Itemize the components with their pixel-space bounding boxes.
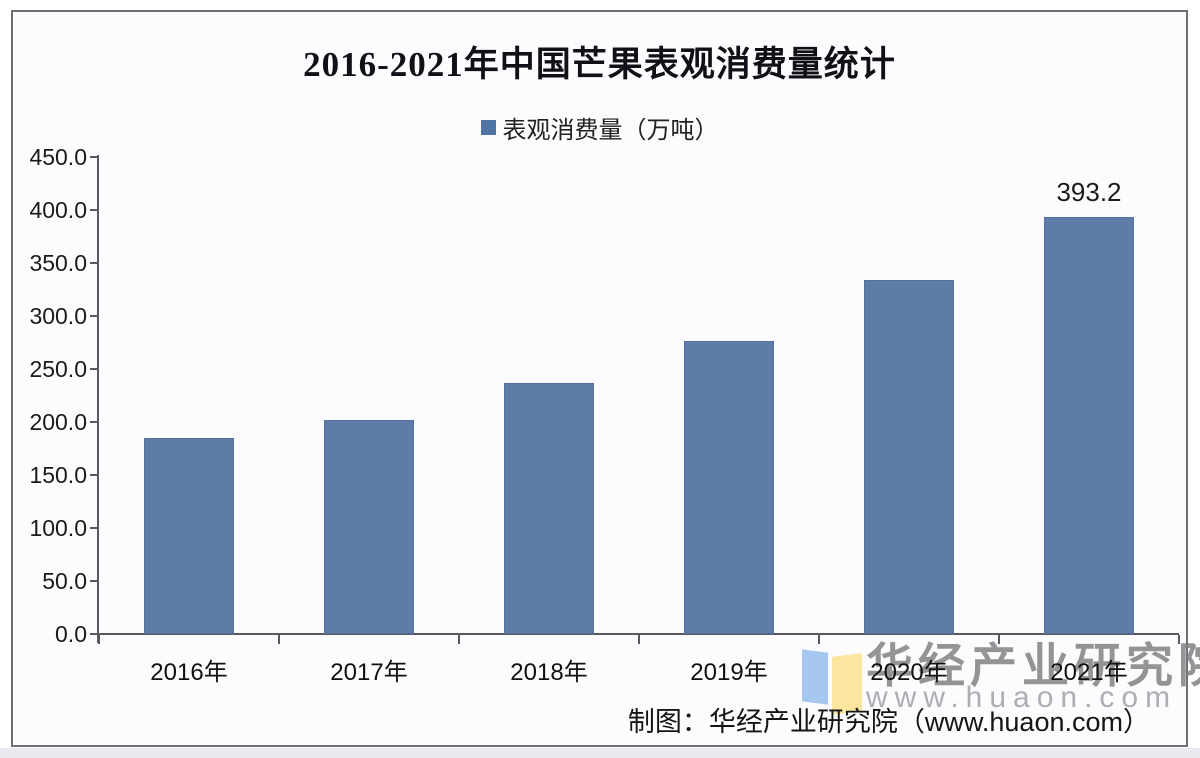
- page-bottom-strip: [0, 748, 1200, 758]
- y-axis-tick: [90, 209, 98, 211]
- y-axis-tick: [90, 580, 98, 582]
- y-tick-label: 100.0: [29, 515, 87, 541]
- x-axis-tick: [1178, 635, 1180, 644]
- bar-2019年: [684, 341, 774, 634]
- x-label-2021年: 2021年: [1050, 659, 1128, 686]
- y-tick-label: 0.0: [55, 621, 87, 647]
- watermark-text: 华经产业研究院 www.huaon.com: [866, 637, 1200, 715]
- x-label-2019年: 2019年: [690, 659, 768, 686]
- watermark: 华经产业研究院 www.huaon.com: [800, 637, 1200, 725]
- x-axis: [97, 633, 1179, 635]
- x-axis-tick: [98, 635, 100, 644]
- y-axis-tick: [90, 421, 98, 423]
- watermark-org-name: 华经产业研究院: [866, 639, 1200, 692]
- bar-2020年: [864, 279, 954, 634]
- x-axis-tick: [818, 635, 820, 644]
- x-axis-tick: [278, 635, 280, 644]
- y-tick-label: 50.0: [42, 568, 87, 594]
- bar-2021年: [1044, 217, 1134, 634]
- x-label-2016年: 2016年: [150, 659, 228, 686]
- legend: 表观消费量（万吨）: [13, 112, 1186, 144]
- legend-marker-icon: [480, 119, 496, 135]
- legend-label: 表观消费量（万吨）: [502, 116, 719, 144]
- y-tick-label: 150.0: [29, 462, 87, 488]
- plot-area: 450.0 400.0 350.0 300.0 250.0 200.0 150.0 100.0…: [13, 12, 1186, 745]
- x-label-2020年: 2020年: [870, 659, 948, 686]
- bar-2018年: [504, 382, 594, 634]
- x-axis-tick: [458, 635, 460, 644]
- bar-value-label-2021年: 393.2: [1056, 177, 1122, 208]
- footer-credit: 制图：华经产业研究院（www.huaon.com）: [627, 707, 1150, 737]
- y-tick-label: 350.0: [29, 250, 87, 276]
- y-axis-tick: [90, 633, 98, 635]
- y-axis-tick: [90, 156, 98, 158]
- x-axis-tick: [998, 635, 1000, 644]
- y-tick-label: 300.0: [29, 303, 87, 329]
- y-tick-label: 400.0: [29, 197, 87, 223]
- bar-2016年: [144, 437, 234, 634]
- y-axis-tick: [90, 527, 98, 529]
- y-axis-tick: [90, 262, 98, 264]
- y-axis-tick: [90, 474, 98, 476]
- x-label-2018年: 2018年: [510, 659, 588, 686]
- y-tick-label: 200.0: [29, 409, 87, 435]
- x-label-2017年: 2017年: [330, 659, 408, 686]
- x-axis-tick: [638, 635, 640, 644]
- y-axis: [97, 155, 99, 643]
- bar-2017年: [324, 419, 414, 634]
- chart-title: 2016-2021年中国芒果表观消费量统计: [303, 45, 896, 84]
- y-axis-tick: [90, 368, 98, 370]
- y-tick-label: 450.0: [29, 144, 87, 170]
- y-tick-label: 250.0: [29, 356, 87, 382]
- chart-frame: 2016-2021年中国芒果表观消费量统计 表观消费量（万吨） 450.0 400…: [11, 10, 1200, 747]
- watermark-site-url: www.huaon.com: [866, 681, 1178, 714]
- y-axis-tick: [90, 315, 98, 317]
